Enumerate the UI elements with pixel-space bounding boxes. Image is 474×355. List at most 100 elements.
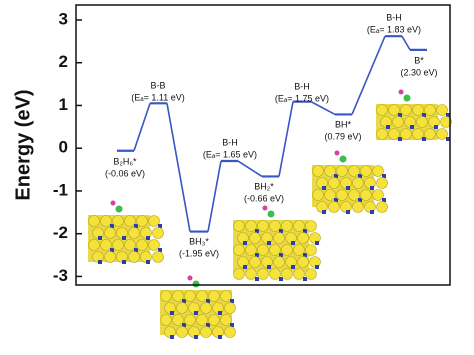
atom bbox=[200, 302, 212, 314]
atom bbox=[172, 290, 184, 302]
level-label: BH* bbox=[335, 119, 352, 129]
level-label: BH₂* bbox=[254, 181, 274, 191]
atom bbox=[360, 189, 372, 201]
atom-b bbox=[122, 236, 126, 240]
atom bbox=[148, 215, 160, 227]
atom bbox=[273, 256, 285, 268]
atom bbox=[328, 177, 340, 189]
atom bbox=[245, 268, 257, 280]
atom bbox=[269, 220, 281, 232]
atom-b bbox=[110, 224, 114, 228]
atom-b bbox=[434, 125, 438, 129]
atom bbox=[297, 256, 309, 268]
level-label: (2.30 eV) bbox=[400, 67, 437, 77]
atom bbox=[136, 239, 148, 251]
atom bbox=[312, 189, 324, 201]
atom bbox=[412, 128, 424, 140]
atom bbox=[436, 128, 448, 140]
atom bbox=[324, 189, 336, 201]
atom bbox=[328, 201, 340, 213]
atom-b bbox=[370, 210, 374, 214]
atom bbox=[436, 104, 448, 116]
atom bbox=[176, 326, 188, 338]
atom bbox=[281, 220, 293, 232]
level-label: B-H bbox=[294, 81, 310, 91]
atom bbox=[440, 116, 452, 128]
atom bbox=[412, 104, 424, 116]
atom bbox=[100, 215, 112, 227]
atom bbox=[400, 128, 412, 140]
atom bbox=[245, 220, 257, 232]
y-tick-label: -1 bbox=[53, 180, 68, 199]
atom-b bbox=[243, 241, 247, 245]
atom-b bbox=[322, 186, 326, 190]
adsorbate bbox=[192, 280, 200, 288]
atom-b bbox=[134, 248, 138, 252]
y-tick-label: -3 bbox=[53, 266, 68, 285]
atom bbox=[104, 227, 116, 239]
adsorbate bbox=[403, 94, 411, 102]
atom-b bbox=[218, 335, 222, 339]
plot-frame bbox=[75, 4, 451, 286]
atom-b bbox=[110, 248, 114, 252]
atom-b bbox=[158, 224, 162, 228]
atom bbox=[152, 227, 164, 239]
atom bbox=[196, 314, 208, 326]
atom bbox=[196, 290, 208, 302]
level-label: (Eₐ= 1.65 eV) bbox=[203, 149, 257, 159]
level-label: B₂H₆* bbox=[113, 156, 137, 166]
level-label: (Eₐ= 1.83 eV) bbox=[367, 24, 421, 34]
atom bbox=[257, 244, 269, 256]
adsorbate-h bbox=[334, 150, 340, 156]
atom-b bbox=[446, 113, 450, 117]
atom bbox=[281, 268, 293, 280]
atom-b bbox=[146, 236, 150, 240]
atom bbox=[124, 215, 136, 227]
atom bbox=[200, 326, 212, 338]
atom bbox=[220, 290, 232, 302]
atom bbox=[128, 227, 140, 239]
atom-b bbox=[398, 113, 402, 117]
atom-b bbox=[382, 174, 386, 178]
atom bbox=[273, 232, 285, 244]
atom bbox=[233, 268, 245, 280]
atom-b bbox=[370, 186, 374, 190]
atom bbox=[269, 268, 281, 280]
level-label: (Eₐ= 1.75 eV) bbox=[275, 93, 329, 103]
atom bbox=[352, 201, 364, 213]
atom bbox=[372, 165, 384, 177]
atom-b bbox=[279, 277, 283, 281]
adsorbate-h bbox=[187, 275, 193, 281]
atom-b bbox=[315, 241, 319, 245]
atom-b bbox=[303, 229, 307, 233]
atom-b bbox=[255, 229, 259, 233]
atom bbox=[224, 326, 236, 338]
atom bbox=[348, 189, 360, 201]
atom-b bbox=[243, 265, 247, 269]
atom bbox=[208, 290, 220, 302]
atom-b bbox=[346, 210, 350, 214]
atom-b bbox=[410, 125, 414, 129]
y-tick-label: 1 bbox=[59, 95, 68, 114]
atom-b bbox=[170, 335, 174, 339]
atom-b bbox=[358, 174, 362, 178]
atom bbox=[249, 256, 261, 268]
atom bbox=[176, 302, 188, 314]
atom-b bbox=[122, 260, 126, 264]
atom-b bbox=[398, 137, 402, 141]
atom-b bbox=[303, 277, 307, 281]
atom-b bbox=[158, 248, 162, 252]
level-label: B-B bbox=[150, 80, 165, 90]
atom bbox=[224, 302, 236, 314]
atom bbox=[305, 244, 317, 256]
atom bbox=[336, 189, 348, 201]
atom-b bbox=[255, 277, 259, 281]
adsorbate bbox=[339, 155, 347, 163]
atom-b bbox=[358, 198, 362, 202]
atom bbox=[104, 251, 116, 263]
adsorbate-h bbox=[398, 89, 404, 95]
atom bbox=[160, 290, 172, 302]
atom bbox=[293, 220, 305, 232]
atom bbox=[112, 215, 124, 227]
